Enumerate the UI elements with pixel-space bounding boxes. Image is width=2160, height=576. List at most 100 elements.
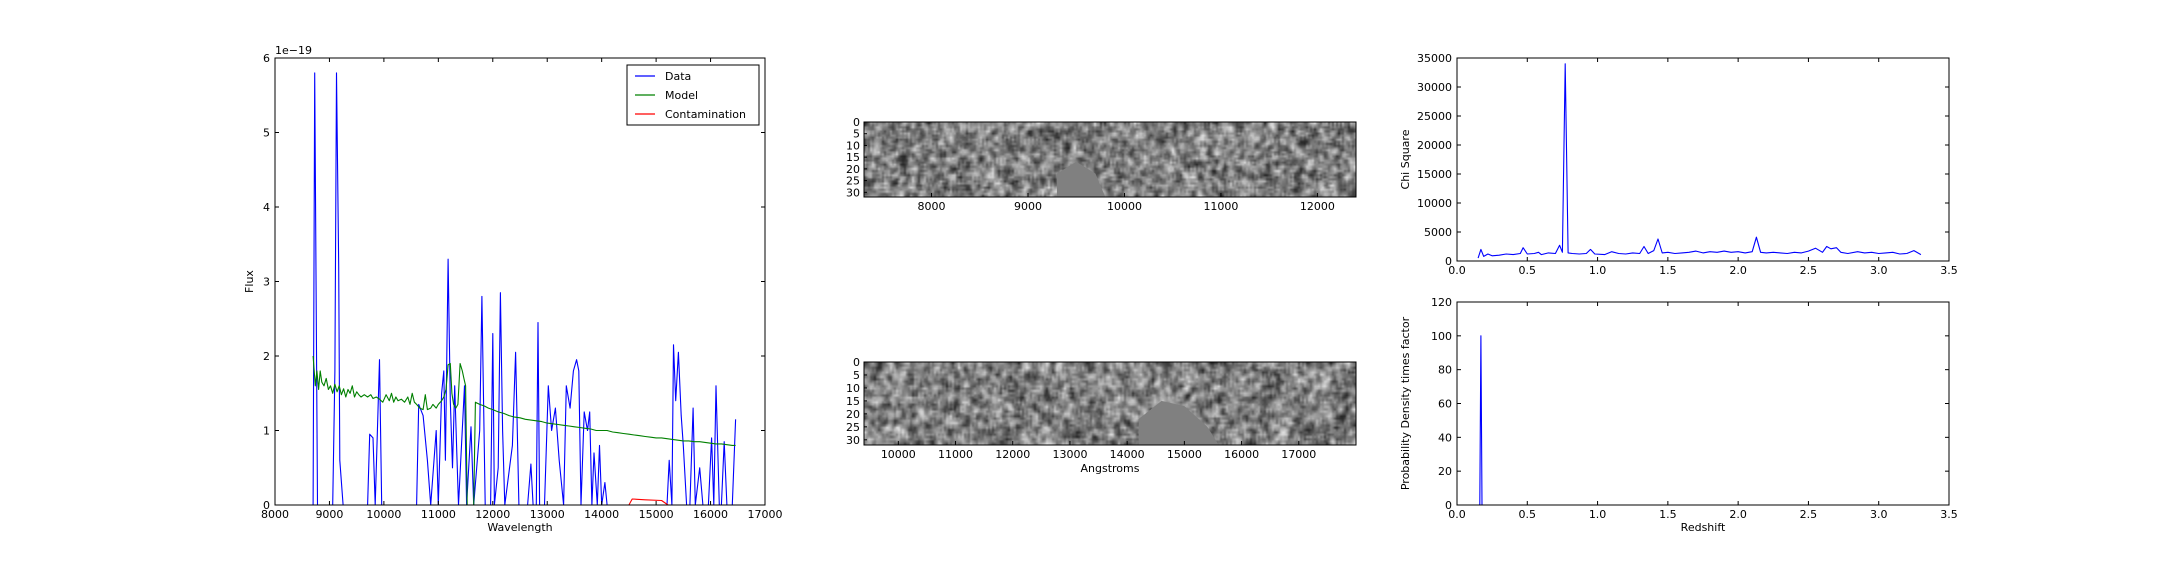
x-tick-label: 12000 xyxy=(1300,200,1335,213)
x-tick-label: 0.0 xyxy=(1448,264,1466,277)
x-tick-label: 0.0 xyxy=(1448,508,1466,521)
x-tick-label: 17000 xyxy=(748,508,783,521)
x-tick-label: 3.0 xyxy=(1870,508,1888,521)
y-tick-label: 30 xyxy=(846,434,860,447)
y-tick-label: 5 xyxy=(853,369,860,382)
y-axis-label: Probability Density times factor xyxy=(1399,316,1412,490)
series-line-chisquare-0 xyxy=(1477,63,1922,259)
spectrum-plot: 8000 9000 10000 11000 12000 13000 14000 15000 16… xyxy=(243,44,783,534)
y-tick-label: 4 xyxy=(263,201,270,214)
x-tick-label: 1.0 xyxy=(1589,508,1607,521)
y-tick-label: 15 xyxy=(846,151,860,164)
y-tick-label: 1 xyxy=(263,425,270,438)
y-tick-label: 5000 xyxy=(1424,226,1452,239)
x-tick-label: 12000 xyxy=(995,448,1030,461)
stamp-image xyxy=(864,362,1356,445)
series-line-pdf-0 xyxy=(1478,335,1921,506)
x-axis-label: Wavelength xyxy=(487,521,552,534)
y-tick-label: 80 xyxy=(1438,364,1452,377)
stamp-image xyxy=(864,122,1356,197)
x-tick-label: 9000 xyxy=(1014,200,1042,213)
series-line-data xyxy=(312,72,737,506)
y-tick-label: 25 xyxy=(846,175,860,188)
x-tick-label: 1.0 xyxy=(1589,264,1607,277)
y-tick-label: 6 xyxy=(263,52,270,65)
x-tick-label: 1.5 xyxy=(1659,264,1677,277)
x-tick-label: 13000 xyxy=(1052,448,1087,461)
x-tick-label: 10000 xyxy=(881,448,916,461)
y-tick-label: 20 xyxy=(846,408,860,421)
y-tick-label: 60 xyxy=(1438,398,1452,411)
y-tick-label: 0 xyxy=(1445,499,1452,512)
legend-label-contamination: Contamination xyxy=(665,108,746,121)
stamp-frame xyxy=(863,361,1357,446)
y-tick-label: 15 xyxy=(846,395,860,408)
x-tick-label: 10000 xyxy=(1107,200,1142,213)
y-tick-label: 30 xyxy=(846,186,860,199)
x-tick-label: 11000 xyxy=(938,448,973,461)
y-tick-label: 30000 xyxy=(1417,81,1452,94)
y-tick-label: 25 xyxy=(846,421,860,434)
x-tick-label: 2.0 xyxy=(1729,264,1747,277)
x-tick-label: 11000 xyxy=(1203,200,1238,213)
masked-region xyxy=(1138,400,1219,445)
x-tick-label: 17000 xyxy=(1281,448,1316,461)
y-tick-label: 5 xyxy=(853,128,860,141)
y-tick-label: 5 xyxy=(263,127,270,140)
x-tick-label: 0.5 xyxy=(1519,264,1537,277)
x-tick-label: 16000 xyxy=(1224,448,1259,461)
y-axis-label: Flux xyxy=(243,270,256,293)
y-tick-label: 120 xyxy=(1431,296,1452,309)
x-tick-label: 1.5 xyxy=(1659,508,1677,521)
y-tick-label: 10 xyxy=(846,139,860,152)
x-tick-label: 3.5 xyxy=(1940,508,1958,521)
series-line-model xyxy=(312,355,736,506)
x-tick-label: 0.5 xyxy=(1519,508,1537,521)
y-tick-label: 3 xyxy=(263,276,270,289)
x-tick-label: 16000 xyxy=(693,508,728,521)
stamp-frame xyxy=(863,121,1357,198)
bottom-2d-spectrum-stamp: 10000 11000 12000 13000 14000 15000 16000 17000… xyxy=(846,356,1357,475)
y-axis-label: Chi Square xyxy=(1399,129,1412,189)
y-tick-label: 20 xyxy=(846,163,860,176)
legend-label-model: Model xyxy=(665,89,698,102)
x-tick-label: 15000 xyxy=(639,508,674,521)
x-tick-label: 10000 xyxy=(366,508,401,521)
x-tick-label: 2.5 xyxy=(1800,264,1818,277)
x-axis-label: Angstroms xyxy=(1081,462,1140,475)
y-tick-label: 0 xyxy=(1445,255,1452,268)
x-tick-label: 8000 xyxy=(918,200,946,213)
series-line-contamination xyxy=(574,498,736,506)
x-tick-label: 15000 xyxy=(1167,448,1202,461)
y-tick-label: 35000 xyxy=(1417,52,1452,65)
legend-label-data: Data xyxy=(665,70,691,83)
y-tick-label: 10 xyxy=(846,382,860,395)
probability-density-plot: 0.0 0.5 1.0 1.5 2.0 2.5 3.0 3.5 0 20 40 60 80 100 120 R… xyxy=(1399,296,1958,534)
offset-text: 1e−19 xyxy=(275,44,312,57)
x-tick-label: 3.0 xyxy=(1870,264,1888,277)
x-tick-label: 14000 xyxy=(1110,448,1145,461)
y-tick-label: 0 xyxy=(263,499,270,512)
y-tick-label: 40 xyxy=(1438,431,1452,444)
x-tick-label: 2.5 xyxy=(1800,508,1818,521)
y-tick-label: 0 xyxy=(853,116,860,129)
masked-region xyxy=(1056,161,1106,197)
y-tick-label: 20000 xyxy=(1417,139,1452,152)
x-axis-label: Redshift xyxy=(1681,521,1726,534)
x-tick-label: 9000 xyxy=(315,508,343,521)
y-tick-label: 15000 xyxy=(1417,168,1452,181)
y-tick-label: 2 xyxy=(263,350,270,363)
y-tick-label: 100 xyxy=(1431,330,1452,343)
x-tick-label: 13000 xyxy=(530,508,565,521)
x-tick-label: 2.0 xyxy=(1729,508,1747,521)
plot-frame xyxy=(1456,57,1950,262)
x-tick-label: 12000 xyxy=(475,508,510,521)
y-tick-label: 0 xyxy=(853,356,860,369)
x-tick-label: 8000 xyxy=(261,508,289,521)
chi-square-plot: 0.0 0.5 1.0 1.5 2.0 2.5 3.0 3.5 0 5000 10000 15000 2… xyxy=(1399,52,1958,277)
plot-frame xyxy=(1456,301,1950,506)
y-tick-label: 20 xyxy=(1438,465,1452,478)
y-tick-label: 10000 xyxy=(1417,197,1452,210)
x-tick-label: 3.5 xyxy=(1940,264,1958,277)
